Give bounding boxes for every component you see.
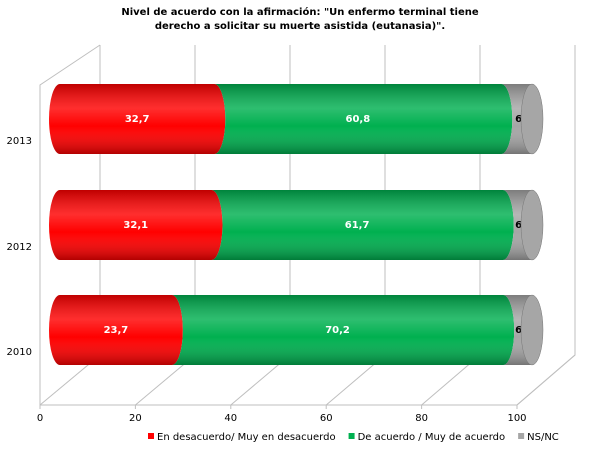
x-tick-label: 0 xyxy=(37,413,43,424)
value-label: 23,7 xyxy=(104,325,129,336)
x-tick-label: 20 xyxy=(129,413,142,424)
y-tick-label: 2012 xyxy=(7,242,32,253)
bar-shading xyxy=(211,190,514,260)
x-tick-label: 80 xyxy=(415,413,428,424)
value-label: 61,7 xyxy=(345,220,370,231)
bar-shading xyxy=(49,190,223,260)
bar-cap xyxy=(520,83,544,155)
left-wall xyxy=(39,44,101,405)
bar-shading xyxy=(214,84,513,154)
bar-shading xyxy=(171,295,515,365)
value-label: 32,1 xyxy=(123,220,148,231)
legend-swatch xyxy=(518,433,525,439)
bar-shading xyxy=(49,84,226,154)
y-tick-label: 2010 xyxy=(7,347,32,358)
bar-cap xyxy=(520,189,544,261)
bar-shading xyxy=(49,295,183,365)
value-label: 70,2 xyxy=(325,325,350,336)
bar-cap xyxy=(520,294,544,366)
y-tick-label: 2013 xyxy=(7,136,32,147)
grid-line xyxy=(516,45,576,406)
value-label: 32,7 xyxy=(125,114,150,125)
value-label: 60,8 xyxy=(345,114,370,125)
legend-label: NS/NC xyxy=(527,432,559,443)
legend-swatch xyxy=(148,433,154,439)
x-tick-label: 60 xyxy=(320,413,333,424)
legend-label: En desacuerdo/ Muy en desacuerdo xyxy=(157,432,336,443)
legend-label: De acuerdo / Muy de acuerdo xyxy=(358,432,506,443)
legend-swatch xyxy=(348,433,355,439)
chart-title: Nivel de acuerdo con la afirmación: "Un … xyxy=(121,7,479,32)
x-tick-label: 100 xyxy=(507,413,526,424)
x-tick-label: 40 xyxy=(224,413,237,424)
